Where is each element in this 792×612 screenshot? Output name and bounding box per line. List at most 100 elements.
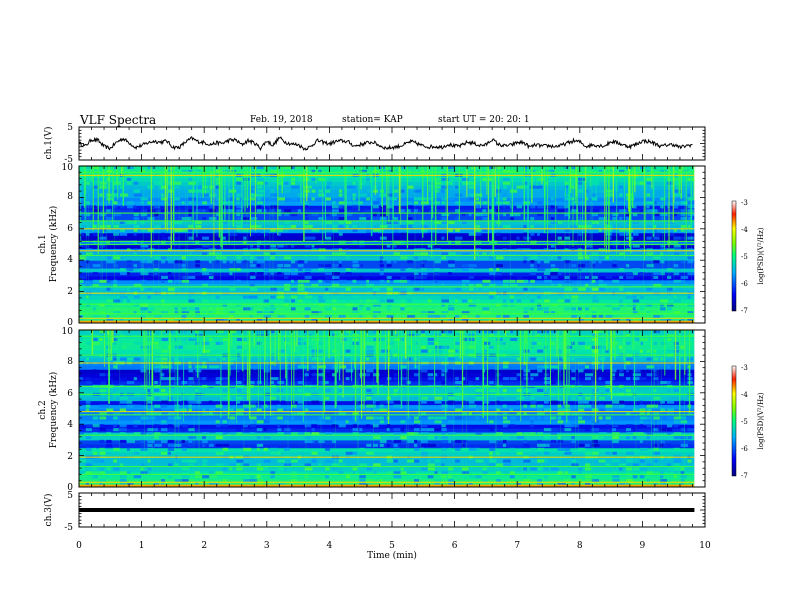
spectrogram-cell [680, 283, 688, 287]
spectrogram-cell [632, 377, 640, 381]
spectrogram-cell [441, 283, 445, 287]
spectrogram-cell [188, 275, 196, 279]
spectrogram-cell [591, 213, 598, 217]
sferic-streak [569, 166, 571, 219]
spectrogram-cell [427, 443, 436, 447]
spectrogram-cell [461, 475, 467, 479]
spectrogram-cell [202, 471, 208, 475]
spectrogram-cell [332, 275, 340, 279]
spectrogram-cell [345, 287, 352, 291]
spectrogram-cell [537, 307, 544, 311]
spectrogram-cell [325, 388, 331, 392]
spectrogram-cell [297, 400, 304, 404]
spectrogram-cell [208, 209, 216, 213]
spectrogram-cell [537, 169, 541, 173]
spectrogram-cell [626, 232, 629, 236]
spectrogram-cell [509, 169, 517, 173]
spectrogram-cell [311, 381, 320, 385]
spectrogram-cell [420, 315, 428, 319]
sferic-streak [482, 330, 485, 416]
spectrogram-cell [680, 169, 688, 173]
spectrogram-cell [140, 260, 148, 264]
spectrogram-cell [106, 404, 110, 408]
spectrogram-cell [578, 275, 587, 279]
sferic-streak [422, 166, 424, 238]
sferic-streak [471, 166, 473, 170]
spectrogram-cell [243, 177, 250, 181]
spectrogram-cell [215, 404, 223, 408]
spectrogram-cell [325, 467, 330, 471]
spectrogram-cell [646, 177, 652, 181]
sferic-streak [523, 166, 525, 221]
spectrogram-cell [352, 264, 361, 268]
spectrogram-cell [468, 169, 474, 173]
spectrogram-cell [256, 443, 264, 447]
spectrogram-cell [673, 311, 681, 315]
spectrogram-cell [632, 463, 639, 467]
sferic-streak [357, 330, 359, 487]
spectrogram-cell [311, 248, 318, 252]
spectrogram-cell [591, 307, 595, 311]
spectrogram-cell [489, 252, 493, 256]
spectrogram-cell [393, 264, 397, 268]
spectrogram-cell [92, 471, 99, 475]
spectrogram-cell [202, 252, 208, 256]
sferic-streak [91, 330, 94, 356]
spectrogram-cell [338, 279, 347, 283]
spectrogram-cell [85, 252, 93, 256]
sferic-streak [210, 166, 212, 204]
spectrogram-cell [249, 287, 258, 291]
spectrogram-cell [523, 287, 528, 291]
spectrogram-cell [400, 377, 408, 381]
spectrogram-cell [147, 416, 156, 420]
spectrogram-cell [393, 459, 398, 463]
spectrogram-cell [311, 424, 317, 428]
spectrogram-cell [455, 185, 459, 189]
spectrogram-cell [106, 303, 112, 307]
spectrogram-cell [249, 232, 256, 236]
spectrogram-cell [373, 369, 380, 373]
spectrogram-cell [571, 299, 579, 303]
spectrogram-cell [571, 264, 577, 268]
spectrogram-cell [530, 420, 534, 424]
sferic-streak [232, 166, 235, 227]
spectrogram-cell [366, 432, 372, 436]
spectrogram-cell [106, 451, 112, 455]
spectrogram-cell [639, 166, 647, 170]
spectrogram-cell [133, 252, 137, 256]
spectrogram-cell [215, 420, 220, 424]
spectrogram-cell [133, 217, 139, 221]
spectrogram-cell [277, 201, 285, 205]
sferic-streak [335, 330, 337, 408]
spectrogram-cell [359, 264, 363, 268]
spectrogram-cell [612, 451, 617, 455]
spectrogram-cell [660, 369, 664, 373]
spectrogram-cell [338, 315, 347, 319]
spectrogram-cell [188, 443, 193, 447]
sferic-streak [572, 330, 573, 345]
spectrogram-cell [653, 349, 657, 353]
spectrogram-cell [448, 330, 453, 334]
spectrogram-cell [85, 463, 92, 467]
sferic-streak [153, 330, 155, 344]
spectrogram-cell [106, 228, 112, 232]
sferic-streak [660, 330, 662, 487]
spectrogram-cell [550, 213, 554, 217]
spectrogram-cell [441, 236, 445, 240]
spectrogram-cell [427, 311, 435, 315]
spectrogram-cell [167, 443, 175, 447]
spectrogram-cell [386, 260, 391, 264]
spectrogram-cell [215, 377, 223, 381]
spectrogram-cell [325, 220, 333, 224]
spectrogram-cell [653, 260, 660, 264]
spectrogram-cell [236, 432, 243, 436]
spectrogram-cell [660, 169, 667, 173]
spectrogram-cell [154, 224, 161, 228]
spectrogram-cell [578, 467, 583, 471]
spectrogram-cell [126, 381, 135, 385]
spectrogram-cell [291, 268, 295, 272]
spectrogram-cell [243, 236, 247, 240]
sferic-streak [236, 330, 237, 423]
sferic-streak [561, 330, 563, 360]
spectrogram-cell [489, 177, 493, 181]
